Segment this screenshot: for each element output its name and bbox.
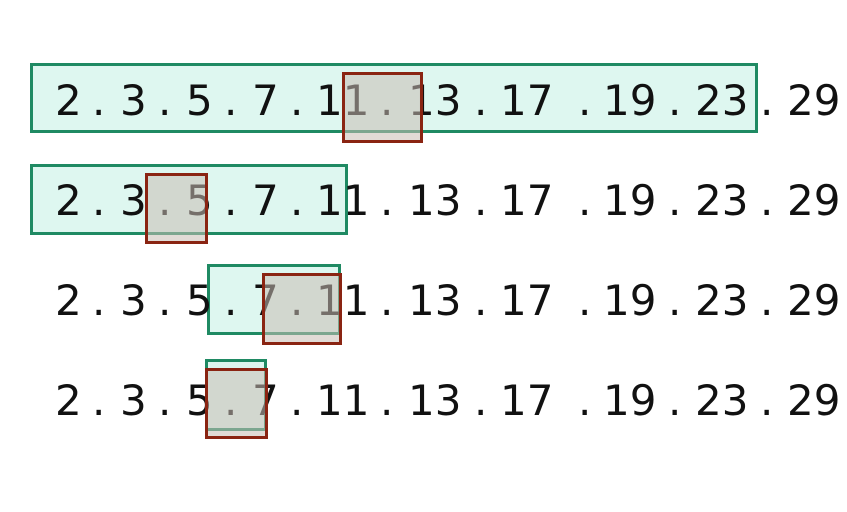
number-token: 3 (120, 176, 147, 225)
separator-dot: . (474, 376, 488, 425)
probe-row-1 (342, 72, 423, 143)
number-token: 17 (500, 76, 554, 125)
number-token: 19 (603, 176, 657, 225)
number-token: 23 (695, 176, 749, 225)
separator-dot: . (760, 176, 774, 225)
number-token: 19 (603, 76, 657, 125)
separator-dot: . (224, 176, 238, 225)
number-token: 17 (500, 276, 554, 325)
separator-dot: . (224, 76, 238, 125)
separator-dot: . (92, 376, 106, 425)
number-token: 5 (186, 276, 213, 325)
separator-dot: . (760, 76, 774, 125)
probe-row-4 (205, 368, 268, 439)
separator-dot: . (290, 376, 304, 425)
separator-dot: . (158, 376, 172, 425)
separator-dot: . (92, 176, 106, 225)
separator-dot: . (578, 176, 592, 225)
separator-dot: . (474, 176, 488, 225)
number-token: 2 (55, 176, 82, 225)
separator-dot: . (92, 276, 106, 325)
separator-dot: . (668, 76, 682, 125)
number-token: 19 (603, 376, 657, 425)
number-token: 29 (787, 176, 841, 225)
number-token: 19 (603, 276, 657, 325)
number-token: 11 (316, 176, 370, 225)
number-token: 13 (408, 376, 462, 425)
separator-dot: . (578, 276, 592, 325)
number-token: 29 (787, 76, 841, 125)
separator-dot: . (158, 76, 172, 125)
separator-dot: . (474, 276, 488, 325)
separator-dot: . (578, 376, 592, 425)
number-token: 29 (787, 376, 841, 425)
separator-dot: . (224, 276, 238, 325)
separator-dot: . (290, 76, 304, 125)
separator-dot: . (158, 276, 172, 325)
number-token: 23 (695, 76, 749, 125)
separator-dot: . (760, 276, 774, 325)
number-token: 2 (55, 276, 82, 325)
separator-dot: . (668, 276, 682, 325)
separator-dot: . (380, 276, 394, 325)
number-token: 17 (500, 176, 554, 225)
number-token: 17 (500, 376, 554, 425)
number-token: 2 (55, 76, 82, 125)
probe-row-3 (262, 273, 342, 345)
separator-dot: . (578, 76, 592, 125)
separator-dot: . (760, 376, 774, 425)
separator-dot: . (290, 176, 304, 225)
separator-dot: . (92, 76, 106, 125)
number-token: 23 (695, 376, 749, 425)
separator-dot: . (474, 76, 488, 125)
number-token: 3 (120, 76, 147, 125)
probe-row-2 (145, 173, 208, 244)
number-token: 29 (787, 276, 841, 325)
number-token: 5 (186, 76, 213, 125)
number-token: 13 (408, 176, 462, 225)
separator-dot: . (380, 176, 394, 225)
number-token: 3 (120, 376, 147, 425)
separator-dot: . (668, 376, 682, 425)
number-token: 23 (695, 276, 749, 325)
number-token: 11 (316, 376, 370, 425)
separator-dot: . (380, 376, 394, 425)
number-token: 7 (252, 76, 279, 125)
number-token: 2 (55, 376, 82, 425)
number-token: 3 (120, 276, 147, 325)
separator-dot: . (668, 176, 682, 225)
number-token: 7 (252, 176, 279, 225)
number-token: 13 (408, 276, 462, 325)
